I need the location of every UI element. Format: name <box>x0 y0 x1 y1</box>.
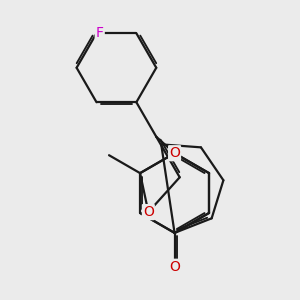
Text: F: F <box>96 26 104 40</box>
Text: O: O <box>169 146 180 160</box>
Text: O: O <box>169 260 180 274</box>
Text: O: O <box>143 205 154 219</box>
